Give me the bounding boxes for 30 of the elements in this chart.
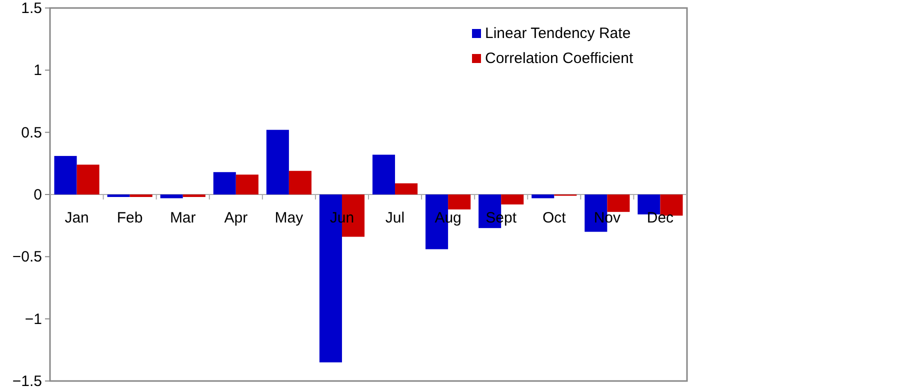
bar: [160, 194, 183, 198]
y-tick-label: 1.5: [21, 0, 42, 17]
y-tick-label: 0.5: [21, 124, 42, 142]
y-tick-label: −1.5: [12, 373, 42, 389]
x-tick-label: Oct: [542, 210, 567, 226]
bar: [501, 194, 524, 204]
bar: [288, 170, 312, 194]
legend-label: Linear Tendency Rate: [485, 25, 631, 42]
legend-label: Correlation Coefficient: [485, 50, 634, 67]
x-tick-label: May: [274, 210, 304, 226]
x-tick-label: Jul: [385, 210, 405, 226]
bar: [372, 154, 396, 194]
bar: [54, 156, 77, 194]
y-tick-label: −0.5: [12, 248, 42, 266]
bar: [236, 174, 258, 194]
y-tick-label: 1: [34, 62, 42, 80]
bar: [395, 183, 418, 194]
y-tick-label: 0: [34, 186, 42, 204]
y-tick-label: −1: [24, 310, 42, 328]
x-tick-label: Apr: [224, 210, 248, 226]
x-tick-label: Dec: [646, 210, 674, 226]
bar: [607, 194, 630, 212]
bar: [532, 194, 554, 198]
x-tick-label: Jan: [64, 210, 89, 226]
bar: [448, 194, 471, 210]
bar: [213, 172, 236, 194]
bar: [266, 130, 289, 194]
x-tick-label: Mar: [170, 210, 196, 226]
x-tick-label: Feb: [116, 210, 143, 226]
bar: [76, 164, 100, 194]
